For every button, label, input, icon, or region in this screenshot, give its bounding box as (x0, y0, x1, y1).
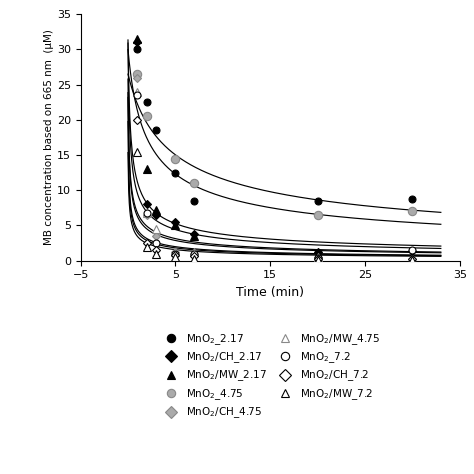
Y-axis label: MB concentration based on 665 nm  (μM): MB concentration based on 665 nm (μM) (44, 29, 54, 246)
X-axis label: Time (min): Time (min) (236, 286, 304, 299)
Legend: MnO$_2$_2.17, MnO$_2$/CH_2.17, MnO$_2$/MW_2.17, MnO$_2$_4.75, MnO$_2$/CH_4.75, M: MnO$_2$_2.17, MnO$_2$/CH_2.17, MnO$_2$/M… (156, 328, 384, 425)
